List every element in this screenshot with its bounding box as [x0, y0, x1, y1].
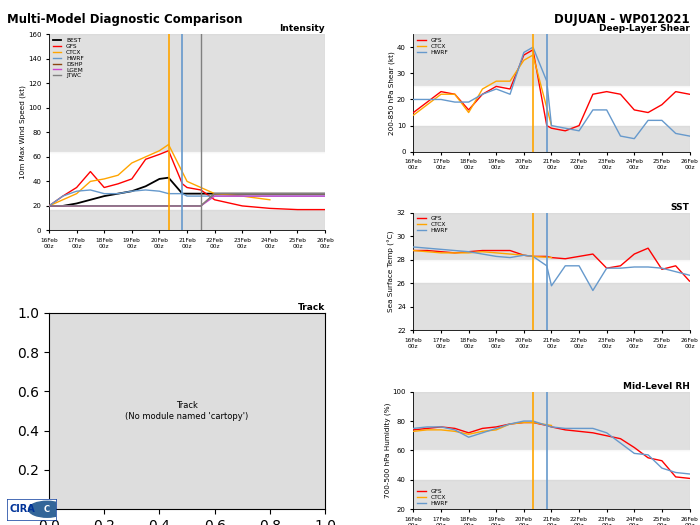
Bar [414, 34, 690, 87]
Bar [49, 34, 325, 152]
Bar [49, 152, 325, 188]
Bar [414, 87, 690, 125]
Text: C: C [44, 505, 50, 514]
Legend: BEST, GFS, CTCX, HWRF, DSHP, LGEM, JTWC: BEST, GFS, CTCX, HWRF, DSHP, LGEM, JTWC [50, 35, 86, 81]
Text: DUJUAN - WP012021: DUJUAN - WP012021 [554, 13, 690, 26]
Bar [414, 260, 690, 284]
Legend: GFS, CTCX, HWRF: GFS, CTCX, HWRF [414, 35, 450, 57]
Text: Track
(No module named 'cartopy'): Track (No module named 'cartopy') [125, 402, 248, 421]
Legend: GFS, CTCX, HWRF: GFS, CTCX, HWRF [414, 487, 450, 508]
Bar [414, 213, 690, 260]
Circle shape [29, 501, 66, 517]
Bar [414, 450, 690, 480]
Legend: GFS, CTCX, HWRF: GFS, CTCX, HWRF [414, 214, 450, 236]
Y-axis label: Sea Surface Temp (°C): Sea Surface Temp (°C) [389, 231, 396, 312]
Text: Track: Track [298, 303, 325, 312]
Text: Multi-Model Diagnostic Comparison: Multi-Model Diagnostic Comparison [7, 13, 242, 26]
Text: Mid-Level RH: Mid-Level RH [622, 382, 690, 391]
Bar [414, 284, 690, 331]
Text: Deep-Layer Shear: Deep-Layer Shear [598, 24, 690, 34]
Text: CIRA: CIRA [9, 504, 35, 514]
Text: SST: SST [671, 203, 690, 212]
Bar [414, 125, 690, 152]
Y-axis label: 10m Max Wind Speed (kt): 10m Max Wind Speed (kt) [20, 86, 27, 179]
Bar [414, 480, 690, 509]
Bar [414, 392, 690, 450]
Y-axis label: 200-850 hPa Shear (kt): 200-850 hPa Shear (kt) [389, 51, 396, 135]
Bar [49, 209, 325, 230]
Y-axis label: 700-500 hPa Humidity (%): 700-500 hPa Humidity (%) [384, 403, 391, 498]
Text: Intensity: Intensity [279, 24, 325, 34]
